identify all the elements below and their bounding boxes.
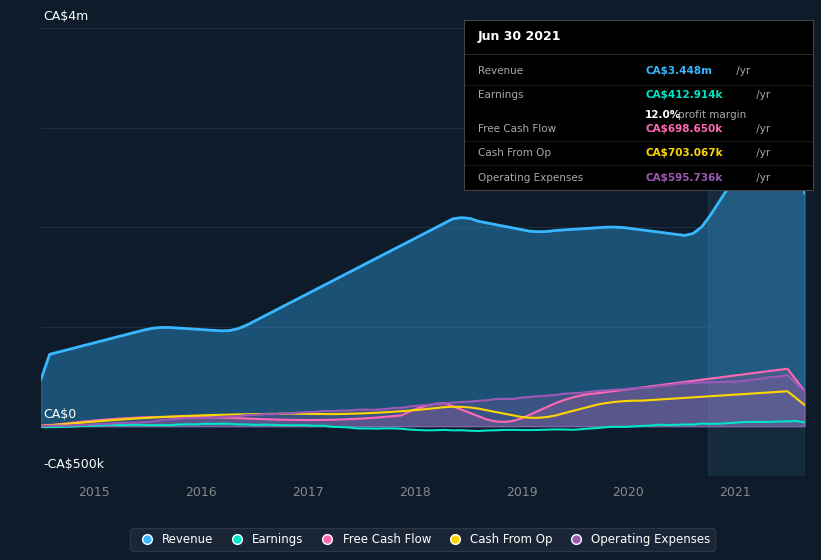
Text: /yr: /yr [753,124,770,134]
Text: /yr: /yr [753,174,770,184]
Text: Cash From Op: Cash From Op [478,148,551,158]
Text: -CA$500k: -CA$500k [44,458,104,471]
Text: Revenue: Revenue [478,66,523,76]
Text: CA$4m: CA$4m [44,10,89,23]
Text: profit margin: profit margin [678,110,747,120]
Bar [709,28,805,476]
Text: CA$0: CA$0 [44,408,76,421]
Text: 2019: 2019 [506,486,538,499]
Text: 2015: 2015 [79,486,110,499]
Text: /yr: /yr [753,90,770,100]
Legend: Revenue, Earnings, Free Cash Flow, Cash From Op, Operating Expenses: Revenue, Earnings, Free Cash Flow, Cash … [131,528,715,550]
Text: CA$698.650k: CA$698.650k [645,124,722,134]
Text: 2016: 2016 [186,486,217,499]
Text: Earnings: Earnings [478,90,523,100]
Text: Jun 30 2021: Jun 30 2021 [478,30,562,43]
Text: CA$595.736k: CA$595.736k [645,174,722,184]
Text: Free Cash Flow: Free Cash Flow [478,124,556,134]
Text: 2018: 2018 [399,486,431,499]
Text: 12.0%: 12.0% [645,110,681,120]
Text: CA$412.914k: CA$412.914k [645,90,722,100]
Text: /yr: /yr [753,148,770,158]
Text: /yr: /yr [733,66,750,76]
Text: 2021: 2021 [719,486,751,499]
Text: CA$703.067k: CA$703.067k [645,148,723,158]
Text: CA$3.448m: CA$3.448m [645,66,713,76]
Text: 2017: 2017 [292,486,324,499]
Text: 2020: 2020 [612,486,644,499]
Text: Operating Expenses: Operating Expenses [478,174,583,184]
